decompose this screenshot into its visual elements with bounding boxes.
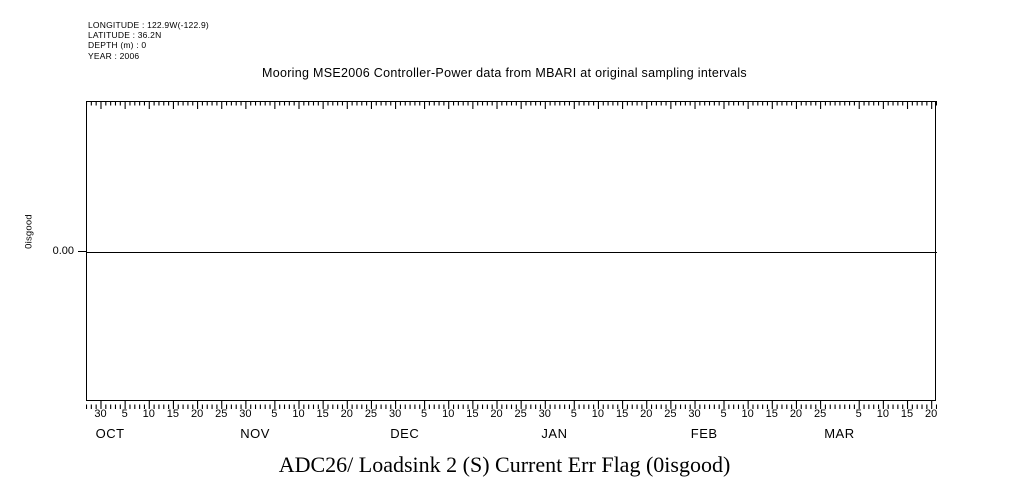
x-axis-tick-label: 15 bbox=[900, 408, 914, 420]
x-axis-tick-label: 5 bbox=[421, 408, 428, 420]
plot-caption: ADC26/ Loadsink 2 (S) Current Err Flag (… bbox=[278, 452, 731, 477]
metadata-depth: DEPTH (m) : 0 bbox=[88, 40, 147, 51]
x-axis-tick-label: 25 bbox=[215, 408, 228, 420]
x-axis-tick-label: 20 bbox=[340, 408, 353, 420]
x-axis-tick-label: 30 bbox=[94, 408, 107, 420]
x-axis-tick-label: 10 bbox=[142, 408, 155, 420]
x-axis-tick-label: 25 bbox=[664, 408, 677, 420]
x-axis-tick-label: 20 bbox=[490, 408, 503, 420]
x-axis-tick-label: 10 bbox=[442, 408, 455, 420]
x-axis-tick-label: 15 bbox=[466, 408, 479, 420]
x-axis-tick-label: 15 bbox=[615, 408, 629, 420]
x-axis-month-label: JAN bbox=[541, 426, 568, 441]
data-series-line bbox=[87, 252, 937, 253]
metadata-year: YEAR : 2006 bbox=[88, 50, 140, 61]
x-axis-tick-label: 25 bbox=[813, 408, 827, 420]
x-axis-tick-label: 5 bbox=[720, 408, 727, 420]
y-axis-tick-label: 0.00 bbox=[52, 245, 74, 257]
x-axis-tick-label: 20 bbox=[789, 408, 803, 420]
x-axis-tick-label: 30 bbox=[538, 408, 551, 420]
plot-frame bbox=[86, 101, 937, 401]
x-axis-tick-label: 5 bbox=[121, 408, 128, 420]
x-axis-tick-label: 30 bbox=[688, 408, 701, 420]
x-axis-month-label: DEC bbox=[390, 426, 420, 441]
metadata-longitude: LONGITUDE : 122.9W(-122.9) bbox=[88, 20, 209, 30]
x-axis-month-label: MAR bbox=[824, 426, 855, 441]
x-axis-tick-label: 30 bbox=[388, 408, 402, 420]
plot-title: Mooring MSE2006 Controller-Power data fr… bbox=[261, 66, 747, 80]
x-axis-tick-label: 5 bbox=[570, 408, 577, 420]
y-axis-tick-mark bbox=[78, 251, 87, 252]
x-axis-month-label: NOV bbox=[240, 426, 270, 441]
x-axis-tick-label: 20 bbox=[640, 408, 653, 420]
x-axis-tick-label: 5 bbox=[855, 408, 862, 420]
x-axis-tick-label: 5 bbox=[271, 408, 278, 420]
x-axis-month-label: OCT bbox=[95, 426, 125, 441]
x-axis-tick-label: 15 bbox=[316, 408, 329, 420]
x-axis-tick-label: 30 bbox=[239, 408, 252, 420]
metadata-latitude: LATITUDE : 36.2N bbox=[88, 30, 162, 41]
x-axis-tick-label: 15 bbox=[765, 408, 778, 420]
x-axis-month-label: FEB bbox=[690, 426, 718, 441]
x-axis-tick-label: 10 bbox=[876, 408, 889, 420]
x-axis-tick-label: 10 bbox=[292, 408, 305, 420]
metadata-block: LONGITUDE : 122.9W(-122.9) LATITUDE : 36… bbox=[88, 20, 209, 61]
x-axis-ticks bbox=[86, 401, 937, 409]
x-axis-tick-label: 20 bbox=[190, 408, 204, 420]
x-axis-tick-label: 25 bbox=[364, 408, 378, 420]
x-axis-tick-label: 10 bbox=[591, 408, 605, 420]
x-axis-tick-label: 25 bbox=[514, 408, 527, 420]
x-axis-tick-label: 10 bbox=[741, 408, 754, 420]
x-axis-tick-label: 15 bbox=[166, 408, 180, 420]
x-axis-tick-label: 20 bbox=[925, 408, 938, 420]
